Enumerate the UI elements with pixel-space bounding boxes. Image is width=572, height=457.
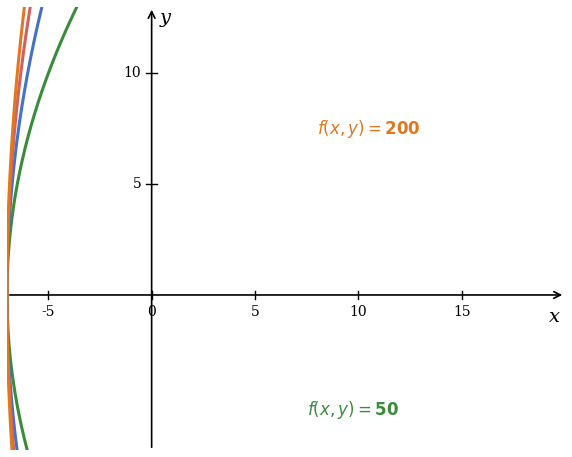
- Text: 10: 10: [124, 66, 141, 80]
- Text: -5: -5: [42, 305, 55, 319]
- Text: y: y: [160, 9, 171, 27]
- Text: $\mathit{f}(\mathit{x},\mathit{y}) = \mathbf{50}$: $\mathit{f}(\mathit{x},\mathit{y}) = \ma…: [307, 399, 399, 421]
- Text: $\mathit{f}(\mathit{x},\mathit{y}) = \mathbf{200}$: $\mathit{f}(\mathit{x},\mathit{y}) = \ma…: [317, 118, 420, 140]
- Text: 15: 15: [453, 305, 471, 319]
- Text: x: x: [549, 308, 560, 326]
- Text: 5: 5: [133, 177, 141, 191]
- Text: 0: 0: [147, 305, 156, 319]
- Text: 5: 5: [251, 305, 259, 319]
- Text: 10: 10: [349, 305, 367, 319]
